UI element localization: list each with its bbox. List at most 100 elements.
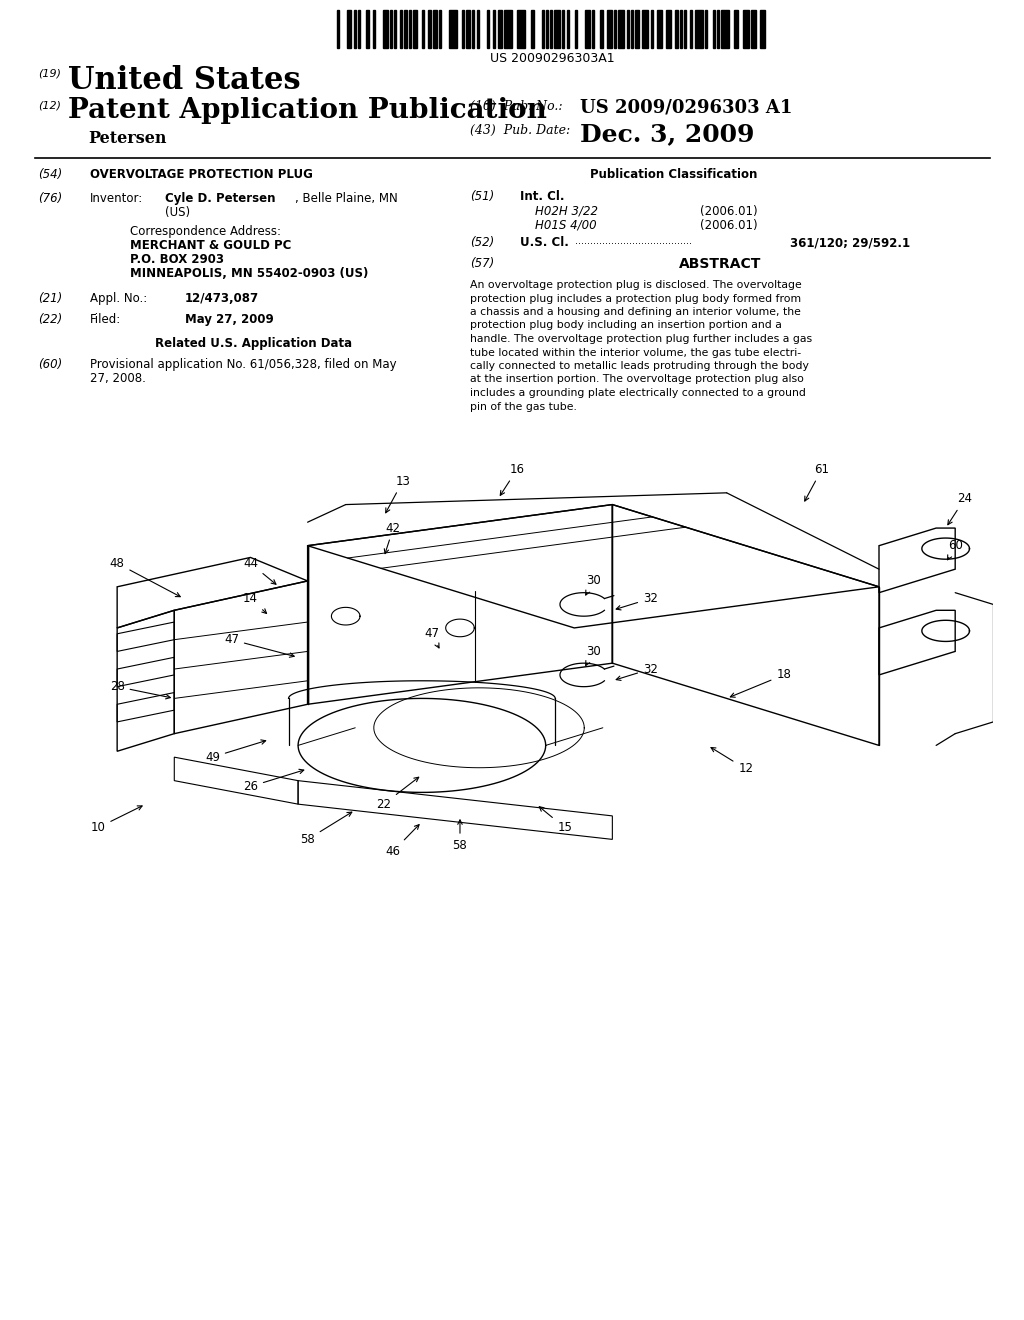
Bar [433, 11, 436, 48]
Text: Patent Application Publication: Patent Application Publication [68, 96, 547, 124]
Bar [466, 11, 469, 48]
Text: 46: 46 [386, 825, 419, 858]
Text: Correspondence Address:: Correspondence Address: [130, 224, 281, 238]
Text: 42: 42 [384, 521, 400, 553]
Bar [413, 11, 417, 48]
Bar [347, 11, 350, 48]
Text: (51): (51) [470, 190, 495, 203]
Text: (10)  Pub. No.:: (10) Pub. No.: [470, 100, 562, 114]
Text: An overvoltage protection plug is disclosed. The overvoltage: An overvoltage protection plug is disclo… [470, 280, 802, 290]
Text: (12): (12) [38, 100, 61, 110]
Text: at the insertion portion. The overvoltage protection plug also: at the insertion portion. The overvoltag… [470, 375, 804, 384]
Text: 28: 28 [110, 680, 170, 698]
Text: 32: 32 [616, 593, 657, 610]
Text: ABSTRACT: ABSTRACT [679, 257, 761, 271]
Bar [618, 11, 624, 48]
Bar [504, 11, 512, 48]
Text: 12: 12 [711, 747, 754, 775]
Text: (60): (60) [38, 358, 62, 371]
Text: (54): (54) [38, 168, 62, 181]
Bar [550, 11, 552, 48]
Text: Int. Cl.: Int. Cl. [520, 190, 564, 203]
Text: (76): (76) [38, 191, 62, 205]
Bar [743, 11, 749, 48]
Bar [561, 11, 563, 48]
Text: Petersen: Petersen [88, 129, 167, 147]
Bar [666, 11, 671, 48]
Text: Provisional application No. 61/056,328, filed on May: Provisional application No. 61/056,328, … [90, 358, 396, 371]
Text: (57): (57) [470, 257, 495, 271]
Text: , Belle Plaine, MN: , Belle Plaine, MN [295, 191, 397, 205]
Text: includes a grounding plate electrically connected to a ground: includes a grounding plate electrically … [470, 388, 806, 399]
Text: United States: United States [68, 65, 301, 96]
Bar [498, 11, 502, 48]
Text: 44: 44 [243, 557, 275, 585]
Bar [399, 11, 401, 48]
Text: U.S. Cl.: U.S. Cl. [520, 236, 569, 249]
Bar [366, 11, 369, 48]
Bar [390, 11, 392, 48]
Bar [631, 11, 633, 48]
Text: 60: 60 [947, 539, 963, 560]
Text: P.O. BOX 2903: P.O. BOX 2903 [130, 253, 224, 267]
Text: 47: 47 [224, 634, 294, 657]
Bar [651, 11, 653, 48]
Bar [546, 11, 548, 48]
Text: (2006.01): (2006.01) [700, 219, 758, 232]
Bar [684, 11, 686, 48]
Bar [695, 11, 703, 48]
Text: 49: 49 [205, 741, 265, 764]
Bar [394, 11, 396, 48]
Text: Publication Classification: Publication Classification [590, 168, 758, 181]
Text: 18: 18 [730, 668, 792, 697]
Text: (2006.01): (2006.01) [700, 205, 758, 218]
Text: 12/473,087: 12/473,087 [185, 292, 259, 305]
Text: US 2009/0296303 A1: US 2009/0296303 A1 [580, 98, 793, 116]
Text: May 27, 2009: May 27, 2009 [185, 313, 273, 326]
Bar [656, 11, 662, 48]
Text: OVERVOLTAGE PROTECTION PLUG: OVERVOLTAGE PROTECTION PLUG [90, 168, 313, 181]
Bar [760, 11, 765, 48]
Text: 10: 10 [91, 807, 142, 834]
Bar [358, 11, 360, 48]
Bar [592, 11, 594, 48]
Bar [462, 11, 464, 48]
Text: 22: 22 [376, 777, 419, 810]
Bar [471, 11, 473, 48]
Text: 58: 58 [453, 820, 467, 851]
Text: pin of the gas tube.: pin of the gas tube. [470, 401, 577, 412]
Text: (43)  Pub. Date:: (43) Pub. Date: [470, 124, 570, 137]
Bar [689, 11, 691, 48]
Bar [713, 11, 715, 48]
Bar [705, 11, 707, 48]
Bar [438, 11, 440, 48]
Bar [427, 11, 431, 48]
Bar [422, 11, 424, 48]
Bar [675, 11, 678, 48]
Bar [734, 11, 737, 48]
Text: (US): (US) [165, 206, 190, 219]
Text: 15: 15 [540, 807, 572, 834]
Text: 48: 48 [110, 557, 180, 597]
Bar [574, 11, 577, 48]
Bar [409, 11, 411, 48]
Bar [449, 11, 457, 48]
Text: Cyle D. Petersen: Cyle D. Petersen [165, 191, 275, 205]
Text: (22): (22) [38, 313, 62, 326]
Text: 32: 32 [616, 663, 657, 680]
Text: (19): (19) [38, 69, 61, 78]
Text: US 20090296303A1: US 20090296303A1 [489, 51, 614, 65]
Bar [635, 11, 639, 48]
Text: MINNEAPOLIS, MN 55402-0903 (US): MINNEAPOLIS, MN 55402-0903 (US) [130, 267, 369, 280]
Bar [373, 11, 375, 48]
Bar [627, 11, 629, 48]
Text: 16: 16 [501, 463, 524, 495]
Text: cally connected to metallic leads protruding through the body: cally connected to metallic leads protru… [470, 360, 809, 371]
Text: Dec. 3, 2009: Dec. 3, 2009 [580, 121, 755, 147]
Bar [606, 11, 612, 48]
Text: Appl. No.:: Appl. No.: [90, 292, 147, 305]
Text: (21): (21) [38, 292, 62, 305]
Bar [614, 11, 616, 48]
Bar [585, 11, 590, 48]
Text: 27, 2008.: 27, 2008. [90, 372, 145, 385]
